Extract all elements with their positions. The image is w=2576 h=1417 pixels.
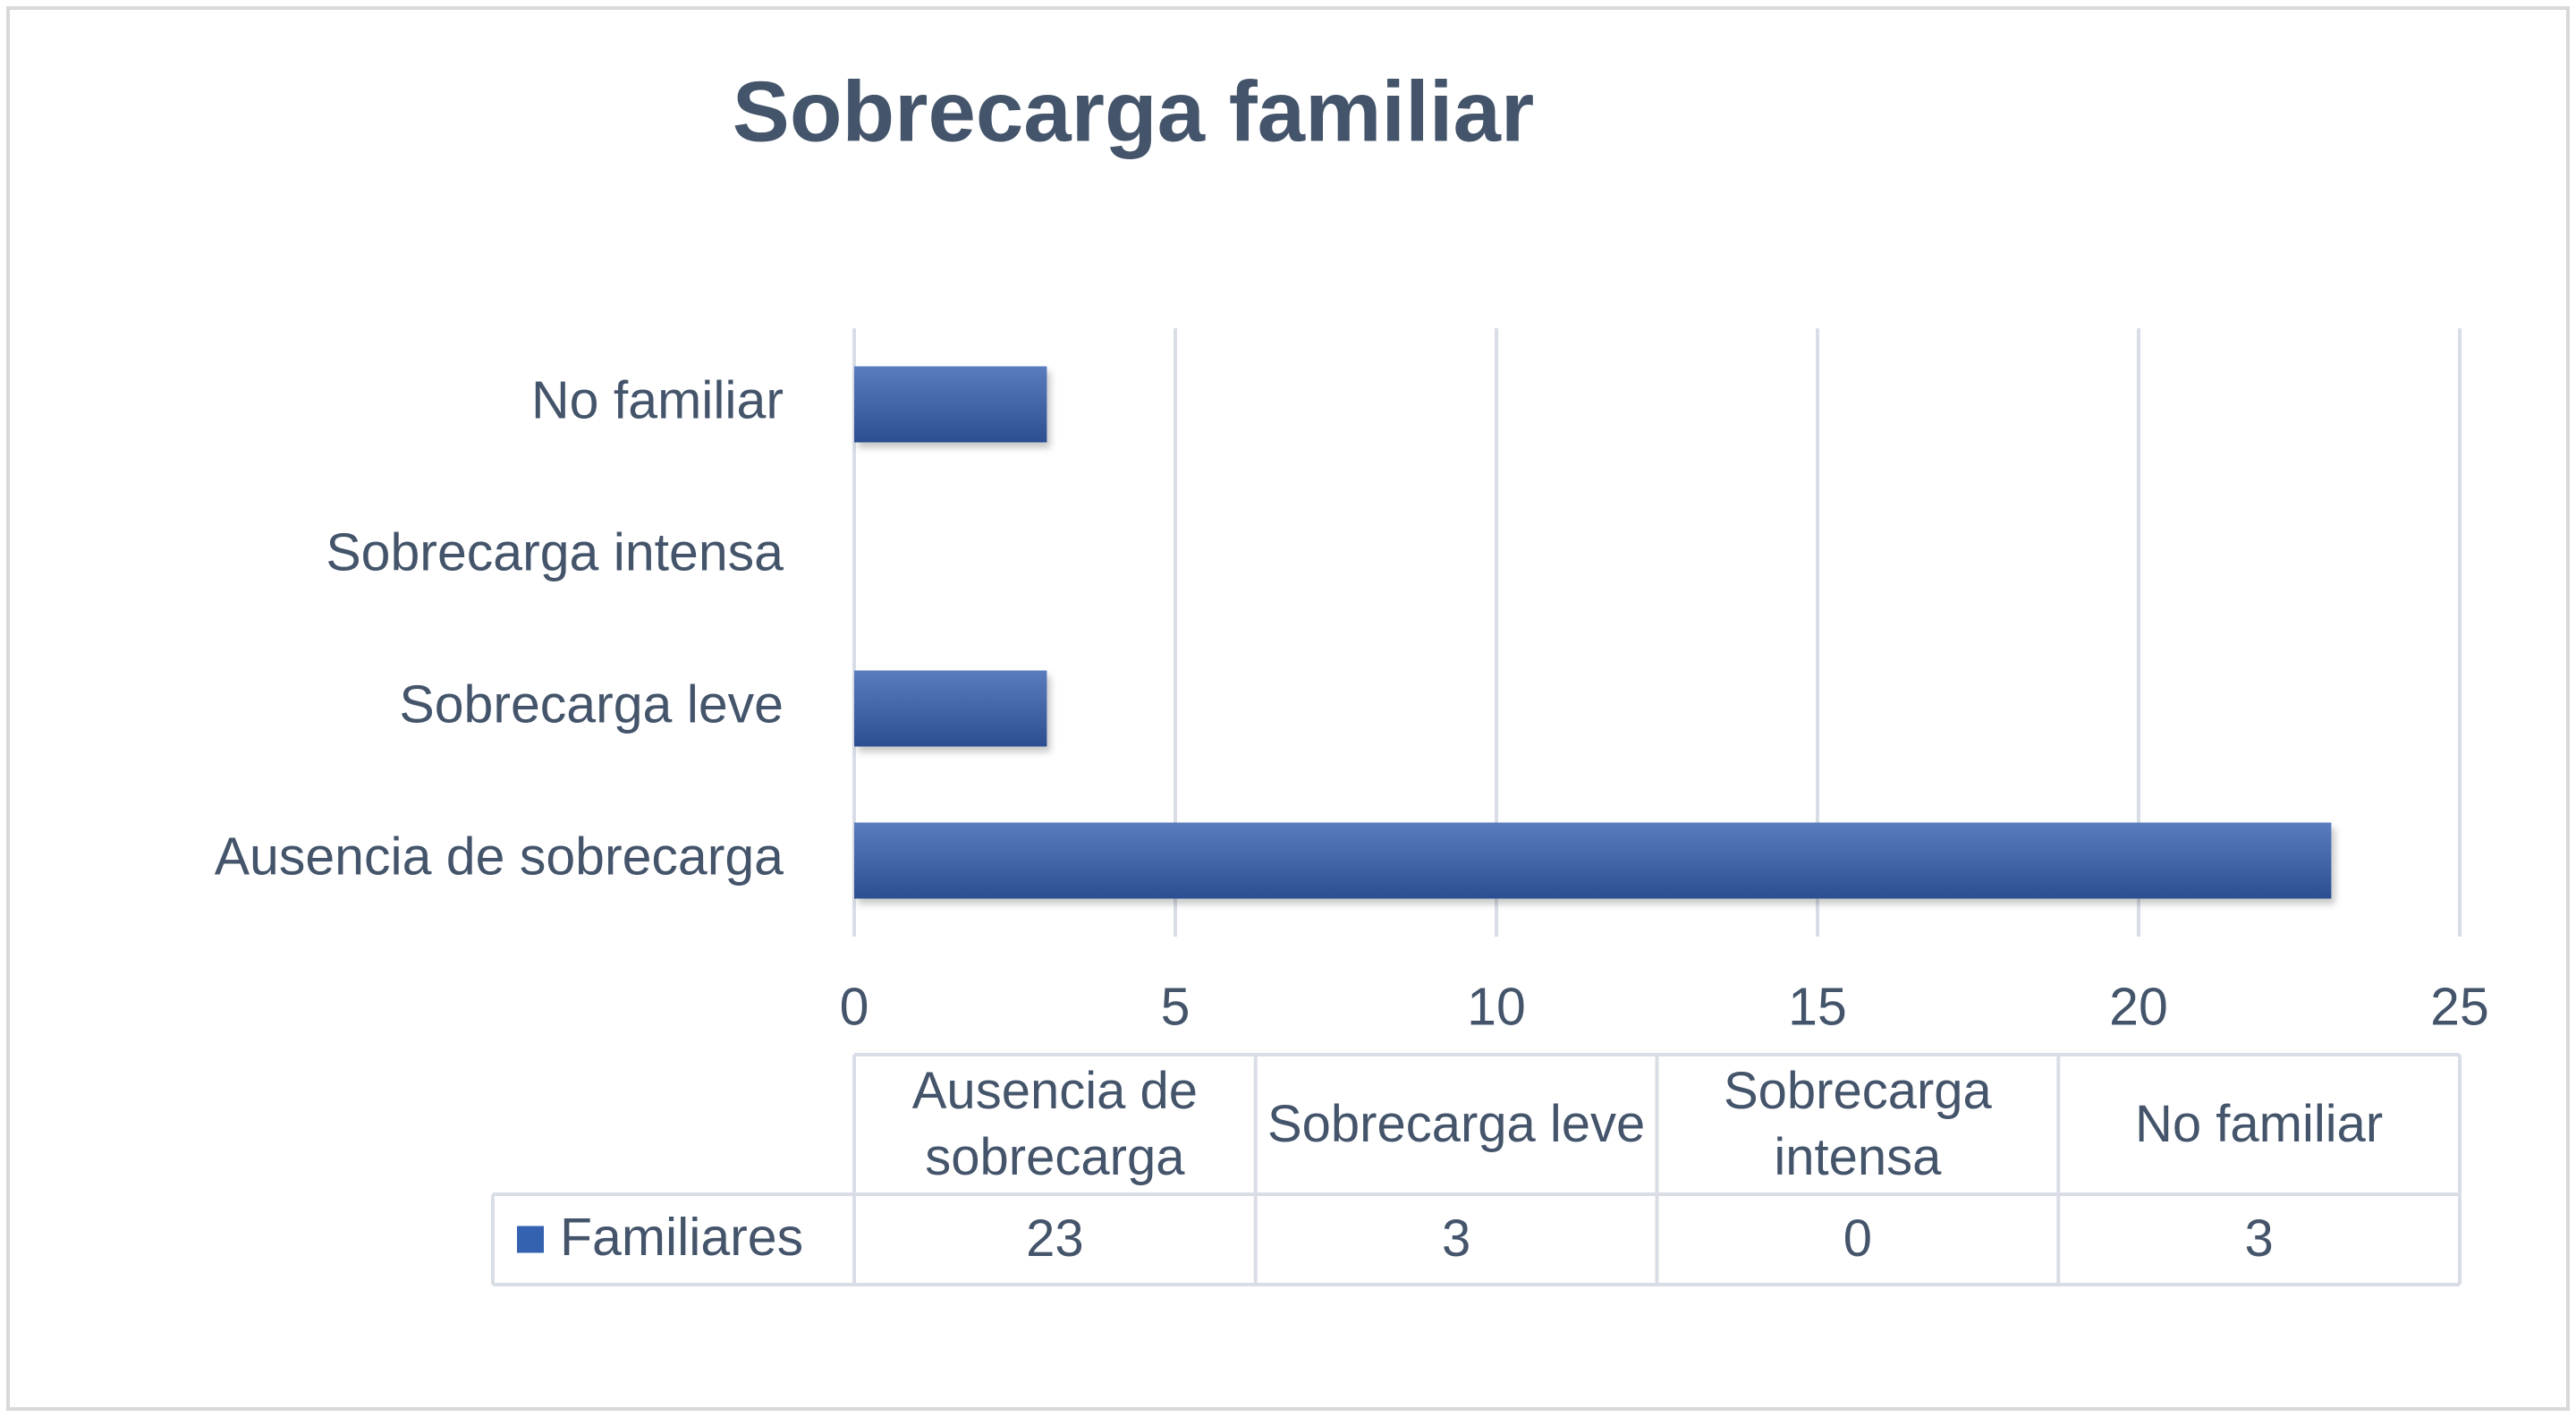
table-header: Ausencia de sobrecarga bbox=[911, 1061, 1198, 1186]
table-value: 23 bbox=[1026, 1209, 1084, 1269]
y-tick-label: Sobrecarga leve bbox=[399, 675, 784, 734]
chart-title: Sobrecarga familiar bbox=[733, 64, 1534, 159]
x-tick-label: 0 bbox=[840, 978, 869, 1037]
x-tick-label: 5 bbox=[1161, 978, 1191, 1037]
x-tick-label: 15 bbox=[1788, 978, 1847, 1037]
table-value: 3 bbox=[2244, 1209, 2274, 1269]
y-tick-label: Ausencia de sobrecarga bbox=[215, 827, 784, 887]
table-header: No familiar bbox=[2135, 1094, 2384, 1153]
table-value: 3 bbox=[1441, 1209, 1471, 1269]
x-tick-label: 10 bbox=[1467, 978, 1526, 1037]
legend-label: Familiares bbox=[560, 1208, 803, 1267]
chart-border bbox=[6, 6, 2570, 1411]
table-value: 0 bbox=[1843, 1209, 1872, 1269]
legend-key bbox=[517, 1226, 544, 1253]
bar-shade bbox=[854, 366, 1047, 443]
table-header: Sobrecarga intensa bbox=[1723, 1061, 1992, 1186]
y-tick-label: No familiar bbox=[531, 371, 784, 430]
x-tick-label: 20 bbox=[2109, 978, 2168, 1037]
bar-shade bbox=[854, 670, 1047, 747]
x-tick-label: 25 bbox=[2430, 978, 2489, 1037]
y-tick-label: Sobrecarga intensa bbox=[326, 523, 784, 582]
table-header: Sobrecarga leve bbox=[1267, 1094, 1646, 1153]
bar-shade bbox=[854, 822, 2332, 899]
